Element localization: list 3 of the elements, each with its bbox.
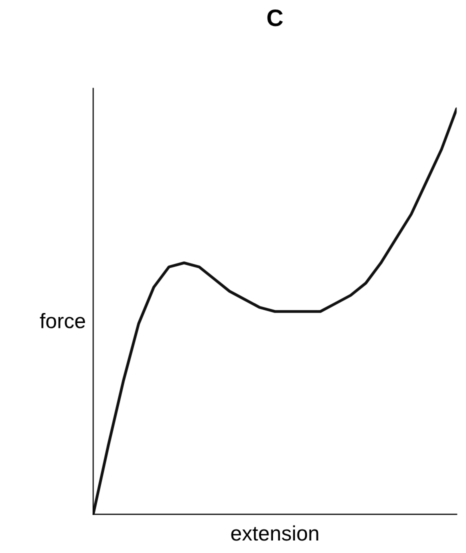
- x-axis-title: extension: [231, 525, 318, 541]
- y-axis-title: force: [40, 312, 86, 328]
- chart-title: C: [267, 9, 283, 26]
